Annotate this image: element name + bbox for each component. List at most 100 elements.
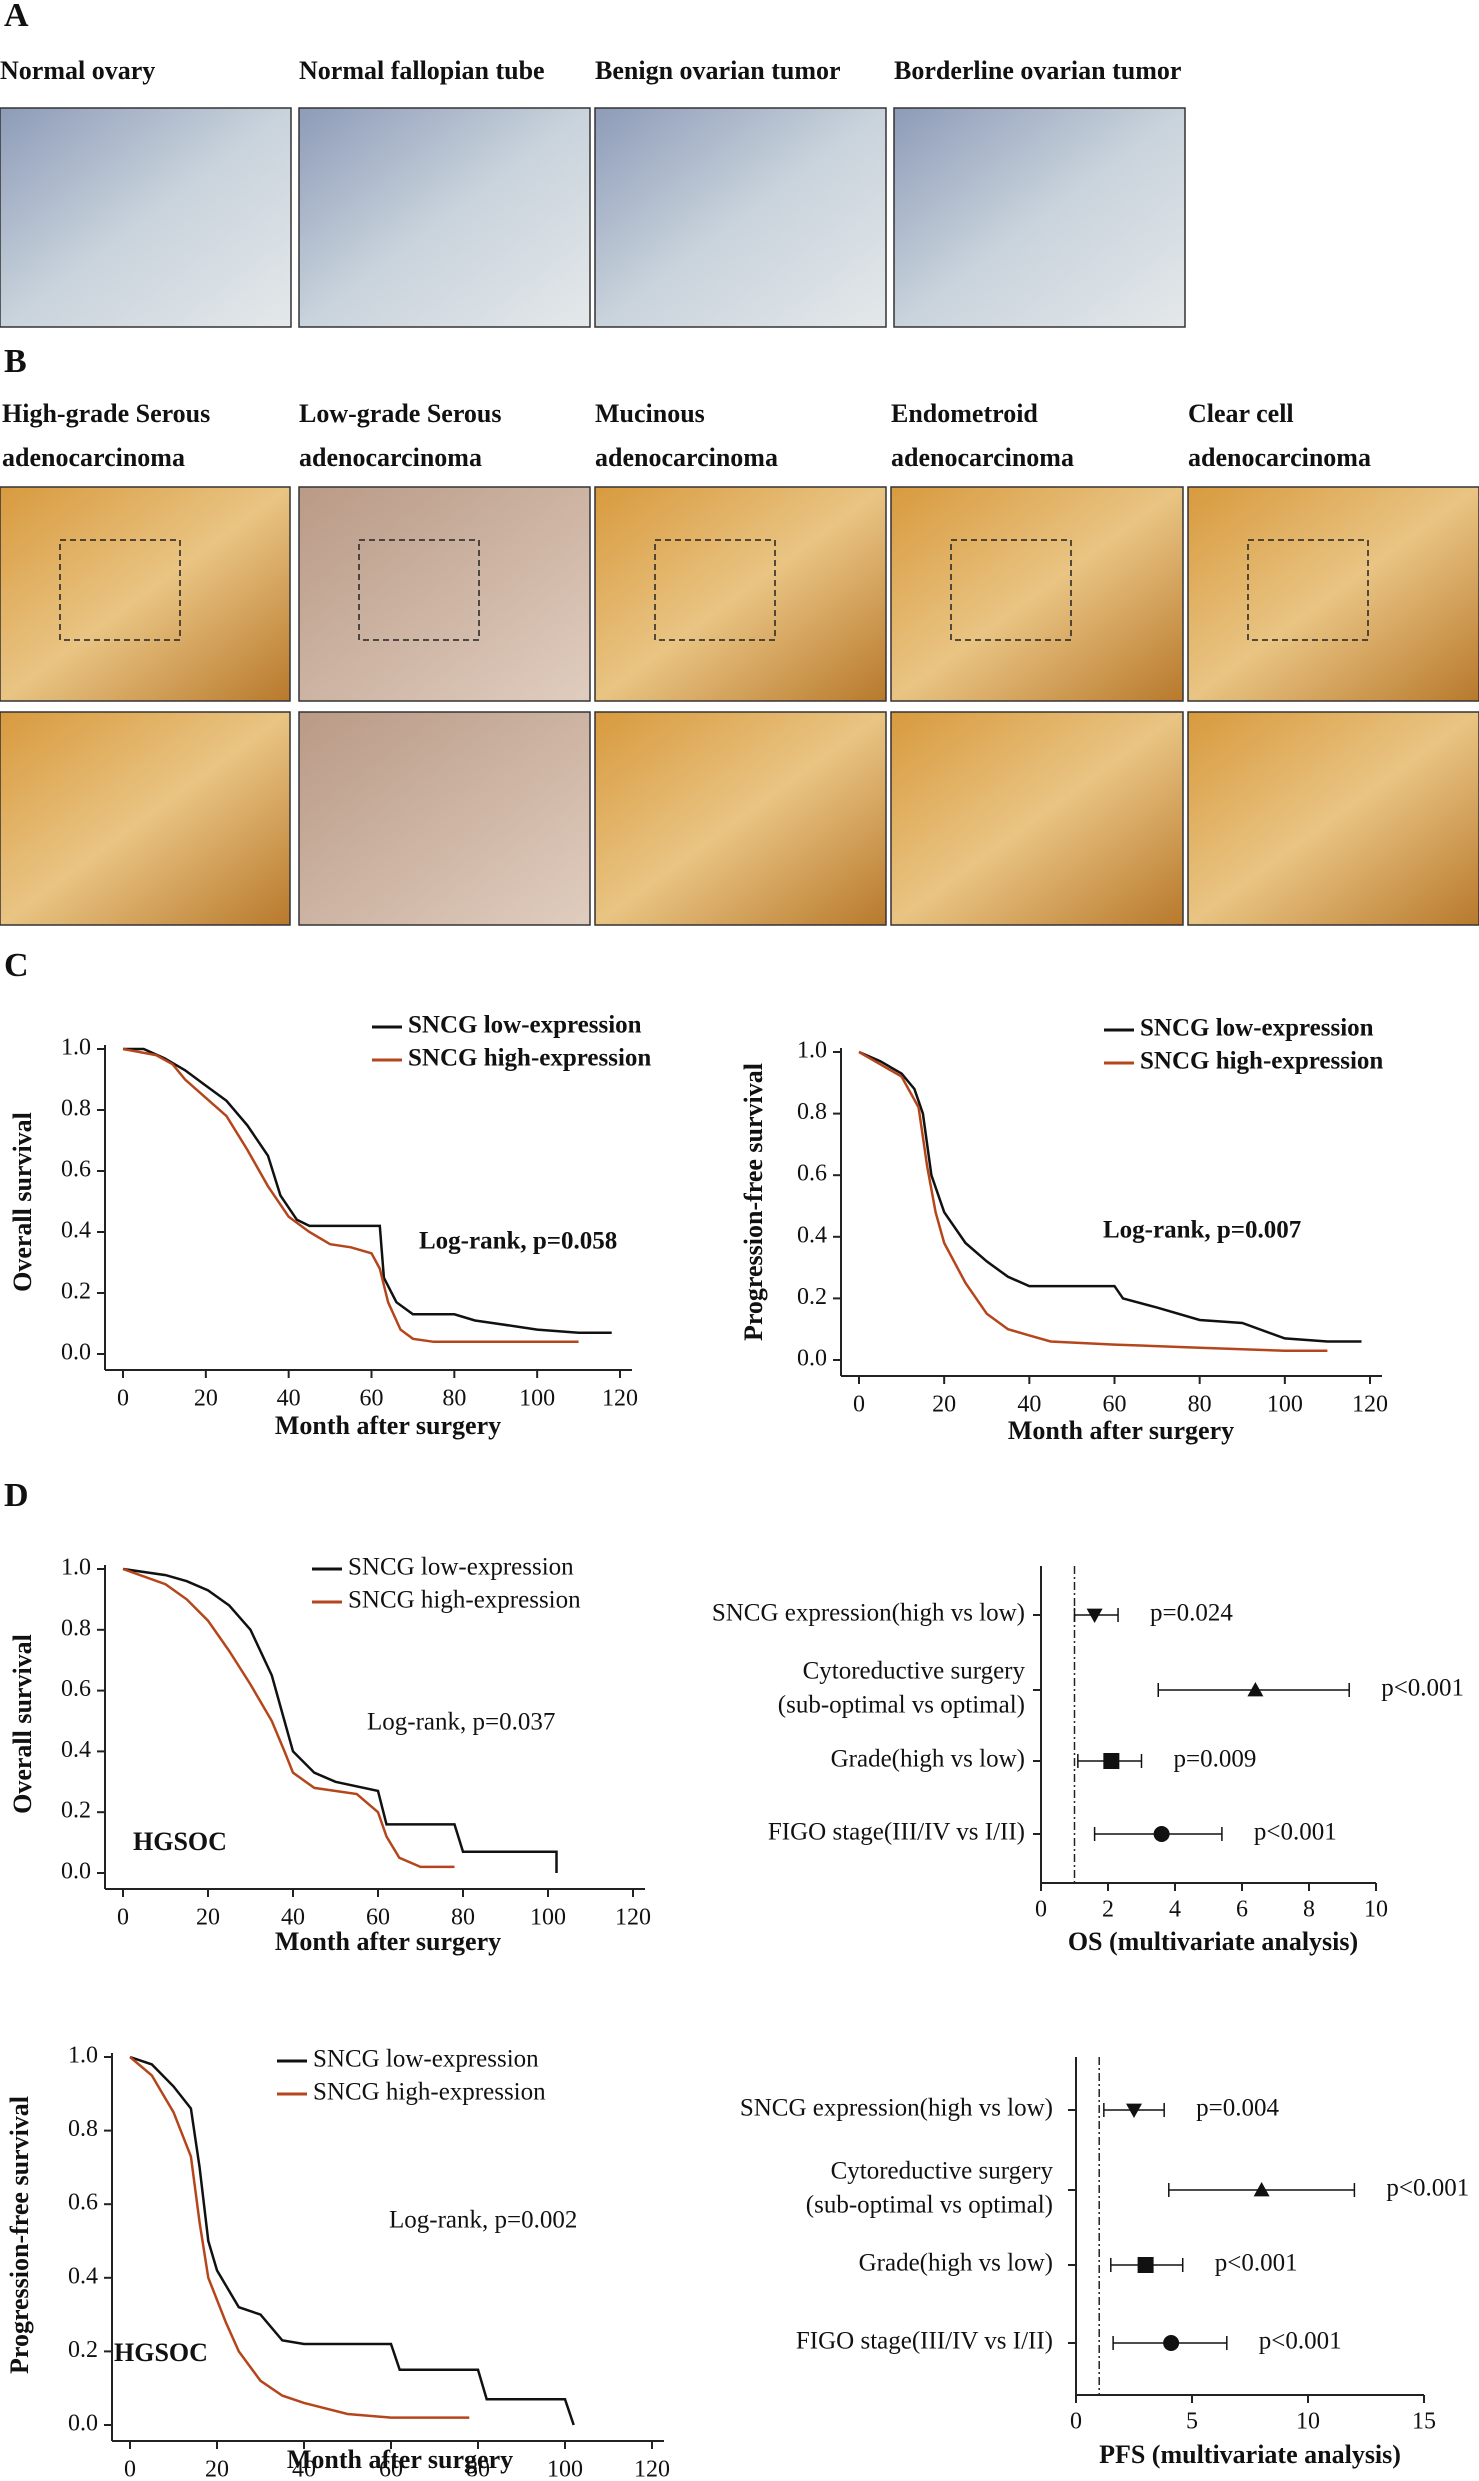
y-tick-label: 0.6 [68,2190,98,2216]
micrograph [0,107,292,328]
y-tick-label: 0.4 [61,1218,91,1244]
legend-label: SNCG high-expression [348,1587,581,1614]
row-label: SNCG expression(high vs low) [740,2095,1053,2122]
panel-letter: C [4,947,29,984]
legend-label: SNCG high-expression [408,1045,651,1072]
panel-letter: D [4,1477,29,1514]
x-tick-label: 120 [615,1905,651,1931]
legend-label: SNCG high-expression [313,2079,546,2106]
p-value: p=0.024 [1150,1600,1233,1627]
x-tick-label: 100 [547,2457,583,2481]
micrograph [298,486,591,702]
x-tick-label: 4 [1169,1897,1181,1923]
y-tick-label: 0.2 [61,1798,91,1824]
micrograph [0,711,291,926]
y-axis-title: Overall survival [8,1112,37,1292]
p-value: p=0.009 [1174,1746,1257,1773]
row-label: SNCG expression(high vs low) [712,1600,1025,1627]
x-tick-label: 0 [117,1386,129,1412]
survival-curve [123,1047,612,1334]
y-axis-title: Overall survival [8,1634,37,1814]
survival-curve [122,1567,558,1873]
y-tick-label: 0.8 [61,1096,91,1122]
y-tick-label: 0.4 [68,2263,98,2289]
estimate-marker [1103,1753,1120,1769]
x-axis-title: PFS (multivariate analysis) [1099,2440,1401,2469]
zoom-box [950,539,1072,641]
row-label: FIGO stage(III/IV vs I/II) [796,2328,1053,2355]
panel-letter: B [4,343,27,380]
estimate-marker [1137,2257,1154,2273]
x-tick-label: 40 [292,2457,316,2481]
annotation: Log-rank, p=0.037 [367,1709,555,1736]
x-axis-title: OS (multivariate analysis) [1068,1927,1358,1956]
x-axis-title: Month after surgery [275,1411,501,1440]
micrograph [594,486,887,702]
x-tick-label: 80 [1188,1392,1212,1418]
panel-title: adenocarcinoma [595,443,778,472]
y-tick-label: 1.0 [68,2043,98,2069]
x-tick-label: 6 [1236,1897,1248,1923]
y-axis-title: Progression-free survival [5,2096,34,2374]
x-tick-label: 10 [1364,1897,1388,1923]
x-tick-label: 80 [466,2457,490,2481]
micrograph [298,711,591,926]
panel-title: Benign ovarian tumor [595,56,841,85]
x-tick-label: 120 [634,2457,670,2481]
row-label: Grade(high vs low) [831,1746,1025,1773]
row-label: FIGO stage(III/IV vs I/II) [768,1819,1025,1846]
x-tick-label: 0 [124,2457,136,2481]
estimate-marker [1153,1826,1170,1842]
row-label: (sub-optimal vs optimal) [778,1692,1025,1719]
panel-title: Normal fallopian tube [299,56,545,85]
x-tick-label: 100 [519,1386,555,1412]
x-tick-label: 0 [1035,1897,1047,1923]
panel-title: Clear cell [1188,399,1294,428]
estimate-marker [1253,2182,1270,2197]
micrograph [0,486,291,702]
panel-letter: A [4,0,29,34]
x-tick-label: 80 [442,1386,466,1412]
micrograph [594,107,887,328]
y-tick-label: 0.6 [61,1157,91,1183]
x-tick-label: 2 [1102,1897,1114,1923]
x-tick-label: 100 [1267,1392,1303,1418]
x-axis-title: Month after surgery [1008,1416,1234,1445]
y-tick-label: 0.6 [797,1161,827,1187]
annotation: Log-rank, p=0.058 [419,1228,617,1255]
x-tick-label: 20 [194,1386,218,1412]
panel-title: adenocarcinoma [2,443,185,472]
y-tick-label: 1.0 [797,1038,827,1064]
y-tick-label: 0.0 [61,1340,91,1366]
annotation: Log-rank, p=0.002 [389,2207,577,2234]
x-axis-title: Month after surgery [287,2445,513,2474]
panel-title: adenocarcinoma [1188,443,1371,472]
y-tick-label: 0.0 [68,2411,98,2437]
annotation: Log-rank, p=0.007 [1103,1217,1301,1244]
x-tick-label: 60 [360,1386,384,1412]
x-tick-label: 120 [1352,1392,1388,1418]
p-value: p<0.001 [1386,2175,1469,2202]
x-tick-label: 60 [379,2457,403,2481]
y-tick-label: 0.0 [797,1346,827,1372]
zoom-box [1247,539,1369,641]
y-tick-label: 1.0 [61,1035,91,1061]
panel-title: adenocarcinoma [299,443,482,472]
panel-title: adenocarcinoma [891,443,1074,472]
micrograph [893,107,1186,328]
p-value: p<0.001 [1381,1675,1464,1702]
estimate-marker [1086,1608,1103,1623]
y-tick-label: 0.8 [797,1099,827,1125]
y-tick-label: 0.8 [68,2116,98,2142]
y-tick-label: 0.8 [61,1615,91,1641]
estimate-marker [1126,2103,1142,2118]
y-tick-label: 0.2 [797,1284,827,1310]
y-tick-label: 0.6 [61,1676,91,1702]
survival-curve [122,1047,579,1344]
x-tick-label: 0 [1070,2409,1082,2435]
group-label: HGSOC [114,2338,208,2367]
row-label: Cytoreductive surgery [831,2158,1054,2185]
survival-curve [129,2056,470,2419]
p-value: p<0.001 [1254,1819,1337,1846]
